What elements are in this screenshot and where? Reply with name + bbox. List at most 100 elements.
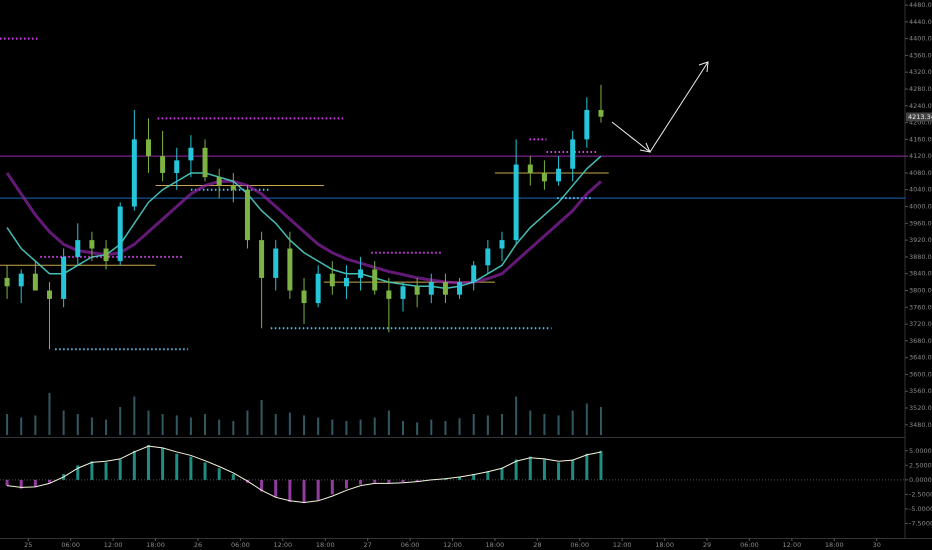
x-tick-label: 18:00 bbox=[316, 541, 335, 549]
y-tick-label: 4320.00 bbox=[909, 68, 932, 76]
macd-bar bbox=[231, 474, 235, 480]
candle-body bbox=[287, 248, 293, 291]
candle-body bbox=[259, 240, 265, 278]
candle-body bbox=[414, 286, 420, 295]
macd-bar bbox=[274, 479, 278, 498]
y-tick-label: 3880.00 bbox=[909, 253, 932, 261]
candle-body bbox=[131, 139, 137, 207]
volume-bar bbox=[119, 407, 122, 435]
candle-body bbox=[202, 147, 208, 178]
candle-body bbox=[541, 172, 547, 182]
macd-bar bbox=[514, 459, 518, 480]
macd-bar bbox=[203, 462, 207, 480]
candle-body bbox=[442, 282, 448, 295]
volume-bar bbox=[232, 421, 235, 435]
candle-body bbox=[174, 160, 180, 173]
x-tick-label: 25 bbox=[24, 541, 32, 549]
candle-body bbox=[32, 273, 38, 291]
volume-bar bbox=[444, 421, 447, 435]
macd-bar bbox=[542, 459, 546, 480]
candle-body bbox=[400, 286, 406, 299]
volume-bar bbox=[402, 421, 405, 435]
macd-line bbox=[7, 445, 602, 504]
volume-bar bbox=[76, 414, 79, 435]
macd-tick-label: 0.0000 bbox=[909, 476, 932, 484]
macd-bar bbox=[585, 453, 589, 480]
x-tick-label: 12:00 bbox=[443, 541, 462, 549]
x-tick-label: 28 bbox=[533, 541, 541, 549]
volume-bar bbox=[430, 419, 433, 435]
y-tick-label: 3800.00 bbox=[909, 286, 932, 294]
candle-body bbox=[428, 282, 434, 295]
macd-bar bbox=[217, 468, 221, 480]
y-tick-label: 4200.00 bbox=[909, 119, 932, 127]
volume-bar bbox=[571, 410, 574, 435]
volume-bar bbox=[161, 414, 164, 435]
volume-bar bbox=[599, 407, 602, 435]
y-tick-label: 3960.00 bbox=[909, 219, 932, 227]
volume-bar bbox=[472, 414, 475, 435]
candle-body bbox=[46, 290, 52, 299]
macd-bar bbox=[373, 479, 377, 483]
macd-bar bbox=[316, 479, 320, 501]
y-tick-label: 4480.00 bbox=[909, 1, 932, 9]
macd-tick-label: -2.5000 bbox=[909, 490, 932, 498]
macd-bar bbox=[344, 479, 348, 489]
x-tick-label: 26 bbox=[194, 541, 202, 549]
candle-body bbox=[160, 156, 166, 173]
volume-bar bbox=[585, 403, 588, 435]
ema-fast bbox=[6, 155, 602, 290]
macd-bar bbox=[571, 459, 575, 480]
macd-bar bbox=[175, 453, 179, 480]
y-tick-label: 4040.00 bbox=[909, 186, 932, 194]
y-tick-label: 4000.00 bbox=[909, 203, 932, 211]
y-tick-label: 3520.00 bbox=[909, 404, 932, 412]
volume-bar bbox=[105, 419, 108, 435]
volume-bar bbox=[500, 414, 503, 435]
last-price-box bbox=[906, 112, 932, 122]
y-tick-label: 4160.00 bbox=[909, 135, 932, 143]
annotation-arrow bbox=[611, 61, 709, 153]
y-tick-label: 3480.00 bbox=[909, 421, 932, 429]
volume-bar bbox=[20, 417, 23, 435]
candle-body bbox=[556, 168, 562, 182]
y-tick-label: 3600.00 bbox=[909, 370, 932, 378]
x-tick-label: 06:00 bbox=[231, 541, 250, 549]
macd-bar bbox=[19, 479, 23, 489]
candle-body bbox=[188, 147, 194, 161]
y-tick-label: 3560.00 bbox=[909, 387, 932, 395]
macd-tick-label: -5.0000 bbox=[909, 505, 932, 513]
x-tick-label: 18:00 bbox=[655, 541, 674, 549]
y-tick-label: 4080.00 bbox=[909, 169, 932, 177]
volume-bar bbox=[373, 417, 376, 435]
candle-body bbox=[103, 248, 109, 262]
volume-bar bbox=[345, 421, 348, 435]
macd-tick-label: 5.0000 bbox=[909, 447, 932, 455]
candle-body bbox=[230, 185, 236, 190]
x-tick-label: 12:00 bbox=[104, 541, 123, 549]
candle-body bbox=[4, 277, 10, 287]
macd-tick-label: -7.5000 bbox=[909, 519, 932, 527]
macd-bar bbox=[330, 479, 334, 495]
last-price-label: 4213.34 bbox=[908, 113, 932, 121]
candle-body bbox=[513, 164, 519, 241]
macd-bar bbox=[76, 465, 80, 480]
ema-slow bbox=[5, 172, 602, 285]
x-tick-label: 18:00 bbox=[486, 541, 505, 549]
y-tick-label: 4240.00 bbox=[909, 102, 932, 110]
candle-body bbox=[145, 139, 151, 157]
macd-bar bbox=[288, 479, 292, 502]
volume-bar bbox=[62, 410, 65, 435]
x-tick-label: 06:00 bbox=[740, 541, 759, 549]
y-tick-label: 3920.00 bbox=[909, 236, 932, 244]
candle-body bbox=[457, 282, 463, 295]
macd-tick-label: 2.5000 bbox=[909, 461, 932, 469]
x-tick-label: 12:00 bbox=[613, 541, 632, 549]
y-tick-label: 3680.00 bbox=[909, 337, 932, 345]
candle-body bbox=[386, 290, 392, 299]
candle-body bbox=[18, 273, 24, 287]
volume-bar bbox=[260, 400, 263, 435]
volume-bar bbox=[133, 396, 136, 435]
arrow-head bbox=[639, 142, 651, 153]
